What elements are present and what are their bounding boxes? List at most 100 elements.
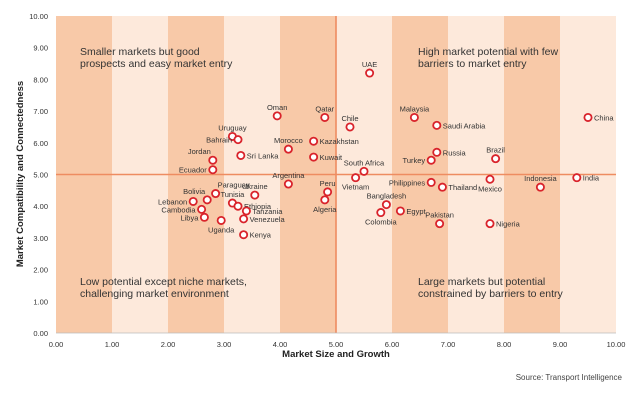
quadrant-label-line: prospects and easy market entry xyxy=(80,58,233,70)
data-point-label: Uruguay xyxy=(218,123,247,132)
data-point-label: Peru xyxy=(320,179,336,188)
data-point-label: Chile xyxy=(341,114,358,123)
data-point-label: Morocco xyxy=(274,136,303,145)
data-point-label: Mexico xyxy=(478,184,502,193)
quadrant-label-line: Large markets but potential xyxy=(418,276,545,288)
x-tick-label: 0.00 xyxy=(49,340,64,349)
data-point-label: India xyxy=(583,174,600,183)
data-point xyxy=(208,155,218,165)
data-point-label: Ethiopia xyxy=(244,202,272,211)
x-tick-labels: 0.00 1.00 2.00 3.00 4.00 5.00 6.00 7.00 8.00 9.00… xyxy=(49,340,626,349)
x-tick-label: 4.00 xyxy=(273,340,288,349)
x-tick-label: 5.00 xyxy=(329,340,344,349)
data-point-label: Kuwait xyxy=(320,153,343,162)
x-tick-label: 1.00 xyxy=(105,340,120,349)
x-tick-label: 7.00 xyxy=(441,340,456,349)
data-point-label: Qatar xyxy=(315,104,334,113)
data-points: UAE China Malaysia Saudi Arabia Qatar Oman Chi… xyxy=(158,60,614,240)
y-tick-label: 7.00 xyxy=(33,107,48,116)
data-point xyxy=(435,219,445,229)
data-point xyxy=(283,144,293,154)
data-point-label: Tanzania xyxy=(252,207,283,216)
data-point-label: Cambodia xyxy=(161,205,196,214)
data-point xyxy=(211,189,221,199)
quadrant-label-line: barriers to market entry xyxy=(418,58,527,70)
data-point-label: Algeria xyxy=(313,205,337,214)
data-point xyxy=(239,230,249,240)
y-tick-label: 3.00 xyxy=(33,234,48,243)
y-tick-label: 1.00 xyxy=(33,297,48,306)
data-point xyxy=(197,204,207,214)
data-point-label: Lebanon xyxy=(158,197,187,206)
data-point-label: Philippines xyxy=(389,178,426,187)
data-point-label: South Africa xyxy=(344,158,385,167)
data-point xyxy=(426,155,436,165)
quadrant-label-line: Low potential except niche markets, xyxy=(80,276,247,288)
data-point-label: Kenya xyxy=(250,231,272,240)
x-axis-title: Market Size and Growth xyxy=(282,349,390,360)
data-point-label: UAE xyxy=(362,60,377,69)
data-point xyxy=(426,177,436,187)
data-point-label: Oman xyxy=(267,103,287,112)
data-point-label: Paraguay xyxy=(218,181,250,190)
data-point xyxy=(395,206,405,216)
data-point-label: Colombia xyxy=(365,218,398,227)
x-tick-label: 3.00 xyxy=(217,340,232,349)
data-point-label: Libya xyxy=(180,213,199,222)
data-point-label: Venezuela xyxy=(250,215,286,224)
y-tick-label: 9.00 xyxy=(33,44,48,53)
quadrant-label-line: challenging market environment xyxy=(80,288,229,300)
data-point-label: Ecuador xyxy=(179,166,207,175)
data-point-label: Kazakhstan xyxy=(320,137,359,146)
data-point-label: Turkey xyxy=(403,156,426,165)
data-point xyxy=(272,111,282,121)
data-point-label: Malaysia xyxy=(400,104,430,113)
data-point xyxy=(188,196,198,206)
y-tick-label: 5.00 xyxy=(33,171,48,180)
y-tick-labels: 0.00 1.00 2.00 3.00 4.00 5.00 6.00 7.00 8.00 9.00… xyxy=(29,12,48,338)
quadrant-labels: Smaller markets but good prospects and ea… xyxy=(80,46,563,300)
data-point xyxy=(241,206,251,216)
data-point xyxy=(323,187,333,197)
x-tick-label: 8.00 xyxy=(497,340,512,349)
y-tick-label: 6.00 xyxy=(33,139,48,148)
data-point-label: Sri Lanka xyxy=(247,151,280,160)
data-point xyxy=(233,135,243,145)
data-point xyxy=(535,182,545,192)
data-point xyxy=(583,112,593,122)
data-point xyxy=(485,219,495,229)
data-point-label: Ukraine xyxy=(242,182,268,191)
data-point-label: Saudi Arabia xyxy=(443,121,486,130)
data-point xyxy=(572,173,582,183)
data-point xyxy=(233,201,243,211)
quadrant-label: High market potential with few barriers t… xyxy=(418,46,558,70)
data-point-label: Bolivia xyxy=(183,187,206,196)
data-point xyxy=(216,215,226,225)
y-tick-label: 0.00 xyxy=(33,329,48,338)
data-point-label: Bahrain xyxy=(206,136,232,145)
quadrant-label: Large markets but potential constrained b… xyxy=(418,276,563,300)
data-point xyxy=(309,152,319,162)
quadrant-label-line: constrained by barriers to entry xyxy=(418,288,563,300)
data-point xyxy=(437,182,447,192)
data-point-label: Nigeria xyxy=(496,220,521,229)
data-point xyxy=(432,147,442,157)
x-tick-label: 6.00 xyxy=(385,340,400,349)
data-point-label: Russia xyxy=(443,148,467,157)
data-point xyxy=(320,195,330,205)
data-point xyxy=(320,112,330,122)
data-point xyxy=(491,154,501,164)
source-note: Source: Transport Intelligence xyxy=(516,373,623,382)
data-point xyxy=(283,179,293,189)
data-point-label: Bangladesh xyxy=(367,192,407,201)
data-point xyxy=(409,112,419,122)
x-tick-label: 2.00 xyxy=(161,340,176,349)
data-point-label: Tunisia xyxy=(220,190,245,199)
data-point xyxy=(202,195,212,205)
data-point-label: Egypt xyxy=(406,207,426,216)
y-tick-label: 4.00 xyxy=(33,202,48,211)
data-point-label: Thailand xyxy=(448,183,477,192)
data-point-label: Uganda xyxy=(208,225,235,234)
data-point xyxy=(309,136,319,146)
